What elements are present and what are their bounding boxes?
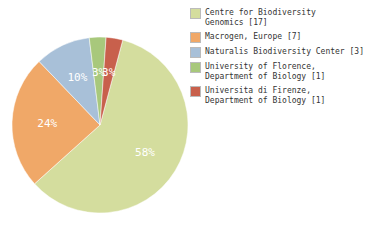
svg-text:3%: 3% (92, 65, 106, 79)
html-text:Macrogen, Europe [7]: Macrogen, Europe [7] (205, 32, 302, 41)
html-text:Naturalis Biodiversity Center: Naturalis Biodiversity Center [3] (205, 47, 364, 56)
html-text:Universita di Firenze, Departm: Universita di Firenze, Department of Bio… (205, 86, 326, 105)
html-text:University of Florence, Depart: University of Florence, Department of Bi… (205, 62, 326, 81)
svg-text:10%: 10% (67, 71, 87, 84)
svg-text:24%: 24% (37, 117, 57, 130)
svg-text:58%: 58% (135, 146, 155, 159)
html-text:Centre for Biodiversity Genomi: Centre for Biodiversity Genomics [17] (205, 8, 316, 27)
svg-text:3%: 3% (102, 66, 116, 79)
